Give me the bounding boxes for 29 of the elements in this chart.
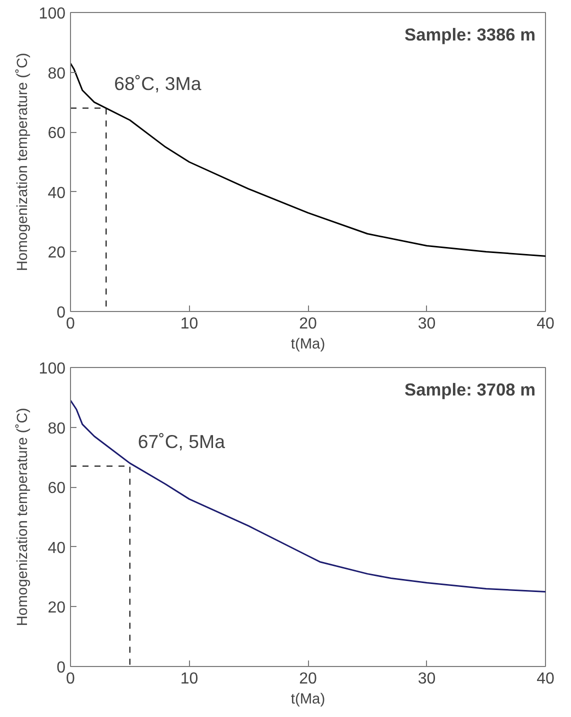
y-axis-title: Homogenization temperature (˚C) xyxy=(14,408,31,626)
x-tick-label: 10 xyxy=(180,316,198,332)
y-tick-label: 0 xyxy=(56,304,66,322)
x-tick-label: 20 xyxy=(299,316,317,332)
x-tick-label: 40 xyxy=(536,670,554,688)
line-series xyxy=(70,400,546,592)
y-tick-label: 40 xyxy=(48,184,66,202)
y-tick-label: 60 xyxy=(48,480,66,498)
y-tick-label: 60 xyxy=(48,125,66,142)
x-tick-label: 10 xyxy=(180,670,198,688)
y-tick-label: 80 xyxy=(48,65,66,82)
x-tick-label: 30 xyxy=(418,316,436,332)
y-tick-label: 80 xyxy=(48,420,66,438)
y-axis-title: Homogenization temperature (˚C) xyxy=(14,52,31,272)
annotation: 67˚C, 5Ma xyxy=(138,431,226,452)
y-tick-label: 100 xyxy=(38,360,66,378)
x-axis-title: t(Ma) xyxy=(290,336,326,352)
annotation: Sample: 3708 m xyxy=(404,380,536,400)
y-tick-label: 100 xyxy=(38,6,66,22)
annotation: 68˚C, 3Ma xyxy=(114,73,202,94)
y-tick-label: 0 xyxy=(56,660,66,676)
x-tick-label: 20 xyxy=(299,670,317,688)
y-tick-label: 20 xyxy=(48,600,66,617)
x-axis-title: t(Ma) xyxy=(290,692,326,708)
x-tick-label: 40 xyxy=(536,316,554,332)
y-tick-label: 20 xyxy=(48,244,66,262)
x-tick-label: 30 xyxy=(418,670,436,688)
annotation: Sample: 3386 m xyxy=(404,24,536,44)
y-tick-label: 40 xyxy=(48,540,66,557)
